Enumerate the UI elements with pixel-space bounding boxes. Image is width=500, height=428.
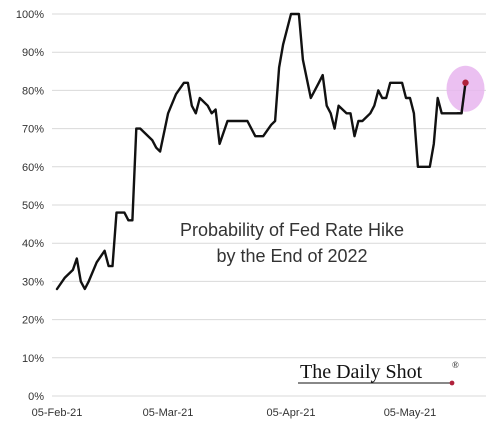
y-tick-label: 100%	[16, 9, 44, 21]
x-tick-label: 05-May-21	[384, 407, 437, 419]
y-tick-label: 0%	[28, 391, 44, 403]
chart-title: Probability of Fed Rate Hike by the End …	[180, 220, 404, 266]
y-tick-label: 70%	[22, 124, 44, 136]
gridlines	[52, 13, 486, 397]
chart-title-line-1: Probability of Fed Rate Hike	[180, 220, 404, 240]
y-tick-label: 20%	[22, 315, 44, 327]
logo-registered-mark: ®	[452, 360, 459, 370]
y-tick-label: 30%	[22, 276, 44, 288]
series-layer	[55, 12, 467, 291]
x-tick-label: 05-Feb-21	[32, 407, 83, 419]
logo-dot	[449, 380, 455, 386]
last-point-highlight	[446, 65, 485, 115]
the-daily-shot-logo: The Daily Shot ®	[298, 360, 459, 386]
y-tick-label: 40%	[22, 238, 44, 250]
y-tick-label: 50%	[22, 200, 44, 212]
chart-title-line-2: by the End of 2022	[216, 246, 367, 266]
x-tick-label: 05-Mar-21	[143, 407, 194, 419]
logo-wordmark: The Daily Shot	[300, 361, 423, 383]
y-tick-label: 80%	[22, 85, 44, 97]
y-tick-label: 10%	[22, 353, 44, 365]
series-line-0	[55, 12, 467, 291]
x-tick-label: 05-Apr-21	[267, 407, 316, 419]
y-tick-label: 60%	[22, 162, 44, 174]
highlight-point	[462, 79, 469, 86]
y-axis-ticks: 0% 10% 20% 30% 40% 50% 60% 70% 80% 90% 100%	[16, 9, 44, 403]
y-tick-label: 90%	[22, 47, 44, 59]
x-axis-ticks: 05-Feb-21 05-Mar-21 05-Apr-21 05-May-21	[32, 407, 437, 419]
series-line-end-segment	[456, 81, 467, 115]
